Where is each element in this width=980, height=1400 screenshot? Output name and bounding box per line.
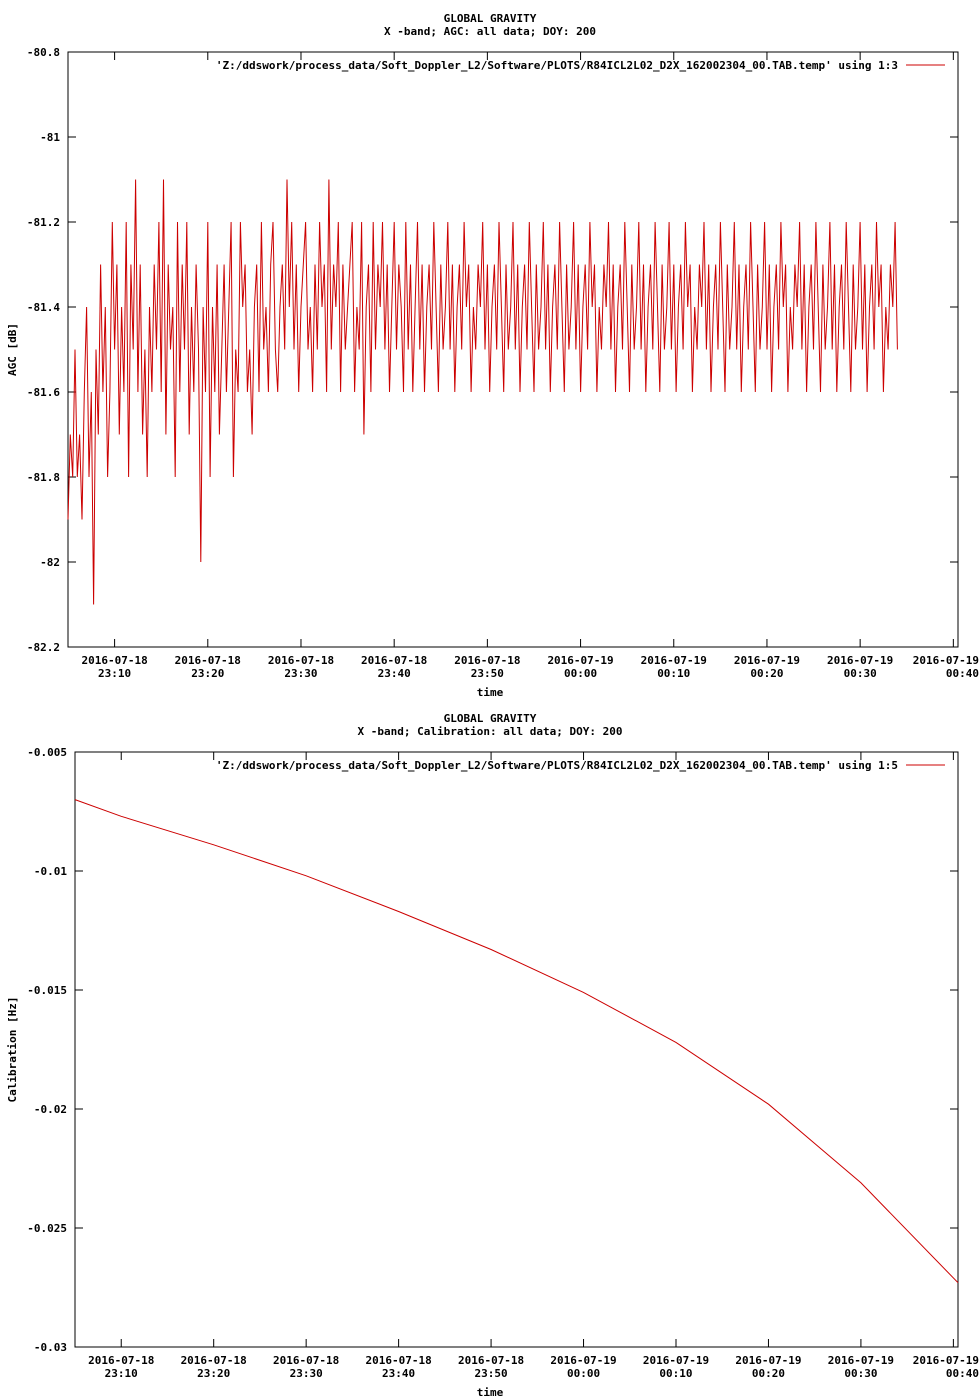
- x-tick-label-time: 23:10: [98, 667, 131, 680]
- y-tick-label: -0.01: [34, 865, 67, 878]
- x-tick-label-time: 00:40: [946, 667, 979, 680]
- x-tick-label-date: 2016-07-18: [175, 654, 241, 667]
- x-tick-label-date: 2016-07-19: [735, 1354, 801, 1367]
- x-tick-label-time: 23:10: [105, 1367, 138, 1380]
- y-tick-label: -0.03: [34, 1341, 67, 1354]
- x-tick-label-date: 2016-07-19: [547, 654, 613, 667]
- plot-frame: [74, 751, 959, 1348]
- chart-title: GLOBAL GRAVITY: [444, 712, 537, 725]
- y-tick-label: -0.025: [27, 1222, 67, 1235]
- x-tick-label-date: 2016-07-18: [81, 654, 147, 667]
- y-axis-label: AGC [dB]: [6, 323, 19, 376]
- x-tick-label-time: 00:20: [752, 1367, 785, 1380]
- y-tick-label: -81.6: [27, 386, 60, 399]
- y-tick-label: -81.8: [27, 471, 60, 484]
- x-tick-label-date: 2016-07-19: [828, 1354, 894, 1367]
- legend-entry: 'Z:/ddswork/process_data/Soft_Doppler_L2…: [216, 59, 898, 72]
- x-axis-label: time: [477, 686, 504, 699]
- y-tick-label: -82.2: [27, 641, 60, 654]
- x-tick-label-date: 2016-07-19: [550, 1354, 616, 1367]
- chart-title: GLOBAL GRAVITY: [444, 12, 537, 25]
- y-tick-label: -81.4: [27, 301, 60, 314]
- chart-subtitle: X -band; Calibration: all data; DOY: 200: [358, 725, 623, 738]
- y-tick-label: -0.02: [34, 1103, 67, 1116]
- x-tick-label-time: 00:30: [844, 667, 877, 680]
- x-tick-label-date: 2016-07-19: [734, 654, 800, 667]
- x-tick-label-date: 2016-07-18: [458, 1354, 524, 1367]
- series-line: [74, 799, 959, 1284]
- x-tick-label-date: 2016-07-18: [88, 1354, 154, 1367]
- y-tick-label: -82: [40, 556, 60, 569]
- x-axis-label: time: [477, 1386, 504, 1399]
- x-tick-label-time: 00:00: [564, 667, 597, 680]
- legend-entry: 'Z:/ddswork/process_data/Soft_Doppler_L2…: [216, 759, 898, 772]
- x-tick-label-time: 00:10: [659, 1367, 692, 1380]
- x-tick-label-date: 2016-07-19: [913, 654, 979, 667]
- x-tick-label-time: 23:50: [471, 667, 504, 680]
- x-tick-label-date: 2016-07-18: [454, 654, 520, 667]
- y-tick-label: -0.005: [27, 746, 67, 759]
- x-tick-label-time: 00:00: [567, 1367, 600, 1380]
- x-tick-label-time: 00:20: [750, 667, 783, 680]
- x-tick-label-date: 2016-07-19: [643, 1354, 709, 1367]
- series-line: [67, 179, 898, 605]
- x-tick-label-time: 23:40: [378, 667, 411, 680]
- x-tick-label-time: 00:40: [946, 1367, 979, 1380]
- x-tick-label-time: 23:30: [284, 667, 317, 680]
- x-tick-label-date: 2016-07-18: [268, 654, 334, 667]
- chart-subtitle: X -band; AGC: all data; DOY: 200: [384, 25, 596, 38]
- x-tick-label-time: 23:30: [290, 1367, 323, 1380]
- x-tick-label-time: 23:50: [475, 1367, 508, 1380]
- x-tick-label-date: 2016-07-19: [827, 654, 893, 667]
- y-axis-label: Calibration [Hz]: [6, 997, 19, 1103]
- x-tick-label-time: 00:10: [657, 667, 690, 680]
- y-tick-label: -0.015: [27, 984, 67, 997]
- x-tick-label-date: 2016-07-18: [181, 1354, 247, 1367]
- y-tick-label: -81.2: [27, 216, 60, 229]
- x-tick-label-date: 2016-07-19: [641, 654, 707, 667]
- x-tick-label-date: 2016-07-18: [361, 654, 427, 667]
- x-tick-label-time: 23:40: [382, 1367, 415, 1380]
- x-tick-label-date: 2016-07-18: [273, 1354, 339, 1367]
- x-tick-label-time: 00:30: [844, 1367, 877, 1380]
- plot-frame: [67, 51, 959, 648]
- y-tick-label: -81: [40, 131, 60, 144]
- x-tick-label-date: 2016-07-19: [913, 1354, 979, 1367]
- x-tick-label-time: 23:20: [197, 1367, 230, 1380]
- x-tick-label-time: 23:20: [191, 667, 224, 680]
- x-tick-label-date: 2016-07-18: [365, 1354, 431, 1367]
- y-tick-label: -80.8: [27, 46, 60, 59]
